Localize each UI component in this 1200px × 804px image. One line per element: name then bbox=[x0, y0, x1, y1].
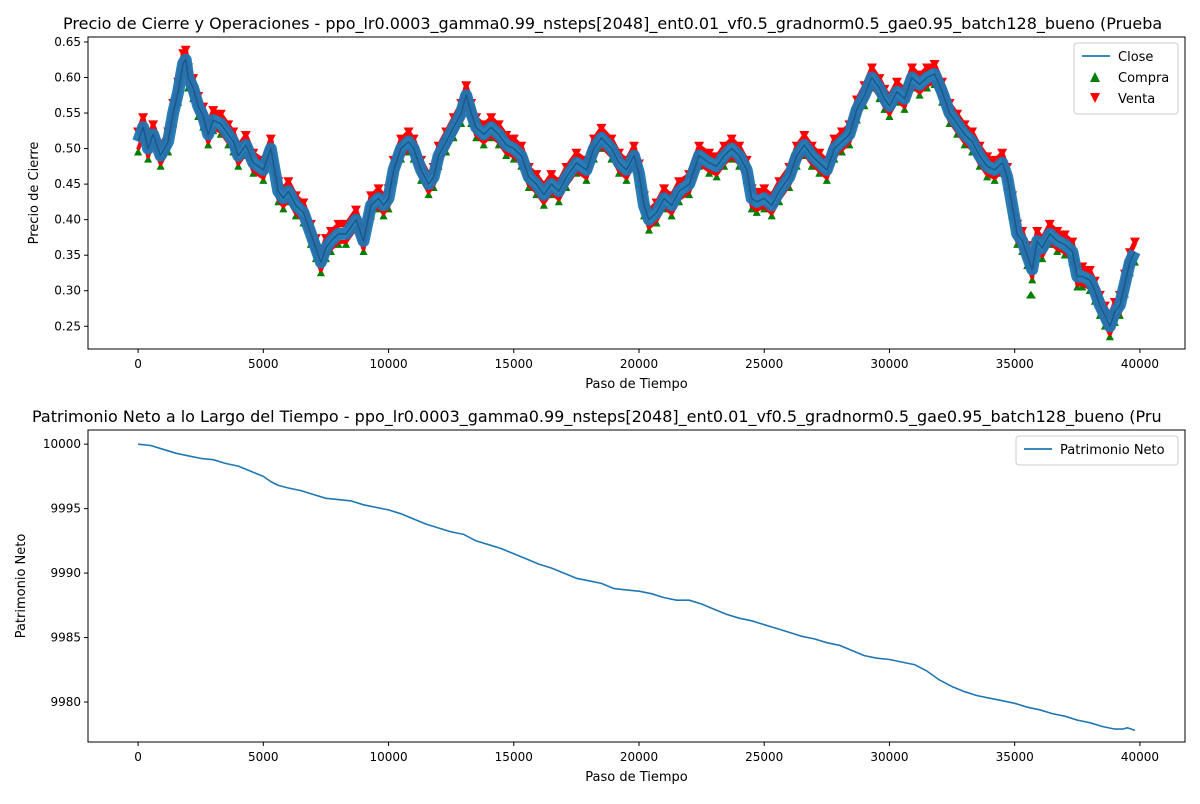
x-tick-label: 25000 bbox=[745, 357, 783, 371]
legend-label: Patrimonio Neto bbox=[1060, 443, 1165, 458]
compra-marker bbox=[1073, 282, 1082, 291]
y-tick-label: 9990 bbox=[50, 566, 81, 580]
plot-frame bbox=[87, 429, 1186, 743]
compra-marker bbox=[885, 111, 894, 120]
x-tick-label: 15000 bbox=[495, 750, 533, 764]
compra-marker bbox=[712, 172, 721, 181]
y-tick-label: 0.65 bbox=[54, 35, 81, 49]
series-close bbox=[132, 45, 1141, 341]
legend: Patrimonio Neto bbox=[1015, 435, 1179, 466]
y-tick-label: 9980 bbox=[50, 695, 81, 709]
compra-marker bbox=[915, 90, 924, 99]
y-tick-label: 0.45 bbox=[54, 177, 81, 191]
compra-marker bbox=[667, 211, 676, 220]
compra-marker bbox=[622, 175, 631, 184]
plot-frame bbox=[87, 36, 1186, 350]
legend-label: Venta bbox=[1118, 92, 1155, 107]
compra-marker bbox=[767, 211, 776, 220]
y-axis-label: Patrimonio Neto bbox=[14, 534, 29, 639]
legend-venta-swatch bbox=[1090, 93, 1100, 103]
y-tick-label: 0.35 bbox=[54, 248, 81, 262]
x-axis-label: Paso de Tiempo bbox=[585, 770, 688, 785]
x-tick-label: 40000 bbox=[1121, 750, 1159, 764]
legend-box bbox=[1015, 435, 1179, 466]
compra-marker bbox=[379, 211, 388, 220]
venta-marker bbox=[1129, 237, 1140, 247]
x-tick-label: 30000 bbox=[870, 750, 908, 764]
compra-marker bbox=[259, 175, 268, 184]
y-tick-label: 0.25 bbox=[54, 319, 81, 333]
compra-marker bbox=[990, 175, 999, 184]
x-tick-label: 10000 bbox=[369, 357, 407, 371]
networth-chart-title: Patrimonio Neto a lo Largo del Tiempo - … bbox=[32, 407, 1162, 427]
x-tick-label: 20000 bbox=[620, 357, 658, 371]
y-tick-label: 0.50 bbox=[54, 142, 81, 156]
y-tick-label: 0.40 bbox=[54, 213, 81, 227]
legend-compra-swatch bbox=[1090, 72, 1100, 82]
networth-line bbox=[138, 443, 1136, 732]
legend-label: Close bbox=[1118, 50, 1153, 65]
y-axis-label: Precio de Cierre bbox=[27, 142, 42, 245]
y-tick-label: 0.55 bbox=[54, 106, 81, 120]
y-tick-label: 9995 bbox=[50, 502, 81, 516]
compra-marker bbox=[900, 104, 909, 113]
x-tick-label: 30000 bbox=[870, 357, 908, 371]
x-tick-label: 10000 bbox=[369, 750, 407, 764]
legend: Close Compra Venta bbox=[1073, 42, 1179, 115]
legend-label: Compra bbox=[1118, 71, 1169, 86]
close-line bbox=[137, 58, 1136, 328]
compra-marker bbox=[822, 175, 831, 184]
x-tick-label: 15000 bbox=[495, 357, 533, 371]
x-tick-label: 20000 bbox=[620, 750, 658, 764]
x-tick-label: 0 bbox=[134, 750, 142, 764]
compra-marker bbox=[1025, 290, 1036, 299]
x-tick-label: 40000 bbox=[1121, 357, 1159, 371]
y-tick-label: 0.60 bbox=[54, 71, 81, 85]
networth-chart: Patrimonio Neto a lo Largo del Tiempo - … bbox=[14, 407, 1186, 785]
legend-box bbox=[1073, 42, 1179, 115]
price-chart-title: Precio de Cierre y Operaciones - ppo_lr0… bbox=[63, 14, 1162, 34]
x-tick-label: 35000 bbox=[996, 357, 1034, 371]
compra-marker bbox=[279, 204, 288, 213]
series-patrimonio-neto bbox=[138, 443, 1136, 732]
x-tick-label: 5000 bbox=[248, 357, 279, 371]
x-tick-label: 25000 bbox=[745, 750, 783, 764]
compra-marker bbox=[424, 190, 433, 199]
compra-marker bbox=[554, 197, 563, 206]
compra-marker bbox=[582, 175, 591, 184]
x-tick-label: 5000 bbox=[248, 750, 279, 764]
x-axis-label: Paso de Tiempo bbox=[585, 377, 688, 392]
x-tick-label: 35000 bbox=[996, 750, 1034, 764]
y-tick-label: 9985 bbox=[50, 631, 81, 645]
compra-marker bbox=[1028, 275, 1037, 284]
y-tick-label: 0.30 bbox=[54, 284, 81, 298]
x-tick-label: 0 bbox=[134, 357, 142, 371]
compra-marker bbox=[134, 147, 143, 156]
y-tick-label: 10000 bbox=[43, 437, 81, 451]
price-chart: Precio de Cierre y Operaciones - ppo_lr0… bbox=[27, 14, 1186, 392]
